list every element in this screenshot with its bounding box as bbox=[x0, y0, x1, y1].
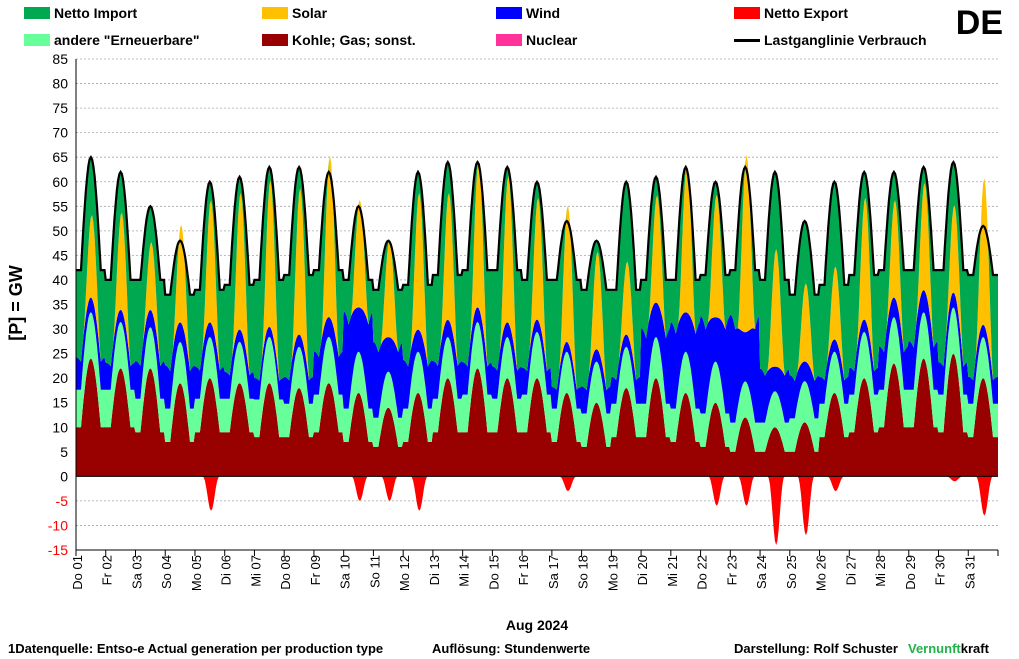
x-tick-label: Mo 12 bbox=[397, 555, 412, 591]
x-tick-label: Mi 21 bbox=[665, 555, 680, 587]
legend-solar: Solar bbox=[262, 4, 327, 22]
y-tick-label: 0 bbox=[60, 468, 68, 484]
x-tick-label: Fr 02 bbox=[100, 555, 115, 585]
y-tick-label: 20 bbox=[52, 370, 68, 386]
y-tick-label: 80 bbox=[52, 76, 68, 92]
legend-netto-import: Netto Import bbox=[24, 4, 137, 22]
legend-nuclear: Nuclear bbox=[496, 31, 577, 49]
x-tick-label: Fr 23 bbox=[724, 555, 739, 585]
y-tick-label: 40 bbox=[52, 272, 68, 288]
x-tick-label: So 04 bbox=[159, 555, 174, 589]
y-tick-label: 55 bbox=[52, 198, 68, 214]
x-tick-label: Sa 31 bbox=[962, 555, 977, 589]
legend-wind: Wind bbox=[496, 4, 560, 22]
x-tick-label: Fr 16 bbox=[516, 555, 531, 585]
x-tick-label: Do 08 bbox=[278, 555, 293, 590]
x-tick-label: Fr 09 bbox=[308, 555, 323, 585]
x-tick-label: Sa 03 bbox=[129, 555, 144, 589]
legend-swatch bbox=[24, 34, 50, 46]
y-tick-label: 15 bbox=[52, 395, 68, 411]
y-tick-label: 30 bbox=[52, 321, 68, 337]
x-tick-label: Di 27 bbox=[843, 555, 858, 585]
legend-swatch bbox=[262, 34, 288, 46]
x-tick-label: Do 15 bbox=[486, 555, 501, 590]
x-tick-label: Di 06 bbox=[219, 555, 234, 585]
country-code: DE bbox=[955, 4, 1003, 42]
area-andere-erneuerbare bbox=[76, 307, 998, 452]
area-netto-export bbox=[76, 476, 998, 546]
x-tick-label: Mi 14 bbox=[457, 555, 472, 587]
legend-label: Nuclear bbox=[526, 32, 578, 48]
brand-part-a: Vernunft bbox=[908, 641, 961, 656]
legend-label: Lastganglinie Verbrauch bbox=[764, 32, 927, 48]
y-tick-label: 75 bbox=[52, 100, 68, 116]
y-tick-label: -15 bbox=[48, 542, 68, 558]
area-wind bbox=[76, 290, 998, 423]
y-tick-label: 45 bbox=[52, 247, 68, 263]
legend-swatch bbox=[734, 38, 760, 42]
x-tick-label: Do 01 bbox=[70, 555, 85, 590]
x-tick-label: Di 13 bbox=[427, 555, 442, 585]
y-tick-label: 10 bbox=[52, 419, 68, 435]
line-lastganglinie bbox=[76, 154, 998, 296]
y-tick-label: -5 bbox=[56, 493, 69, 509]
area-netto-import bbox=[76, 155, 998, 391]
y-tick-label: 65 bbox=[52, 149, 68, 165]
x-tick-label: Mi 28 bbox=[873, 555, 888, 587]
y-tick-label: 25 bbox=[52, 346, 68, 362]
x-tick-label: Mo 26 bbox=[814, 555, 829, 591]
footer-resolution: Auflösung: Stundenwerte bbox=[432, 641, 591, 656]
legend-label: Netto Import bbox=[54, 5, 138, 21]
x-tick-label: Mo 19 bbox=[605, 555, 620, 591]
x-tick-label: Mo 05 bbox=[189, 555, 204, 591]
stacked-areas bbox=[76, 154, 998, 546]
legend-lastganglinie: Lastganglinie Verbrauch bbox=[734, 31, 927, 49]
footer-author: Darstellung: Rolf Schuster bbox=[734, 641, 898, 656]
y-tick-label: 5 bbox=[60, 444, 68, 460]
legend-kohle-gas: Kohle; Gas; sonst. bbox=[262, 31, 416, 49]
x-tick-label: Di 20 bbox=[635, 555, 650, 585]
y-tick-label: 85 bbox=[52, 51, 68, 67]
legend-netto-export: Netto Export bbox=[734, 4, 848, 22]
legend-label: Wind bbox=[526, 5, 561, 21]
legend-swatch bbox=[262, 7, 288, 19]
x-tick-label: Do 22 bbox=[695, 555, 710, 590]
area-solar bbox=[76, 155, 998, 391]
x-tick-label: Fr 30 bbox=[933, 555, 948, 585]
brand-part-b: kraft bbox=[960, 641, 989, 656]
footer-brand: Vernunftkraft bbox=[908, 641, 989, 656]
x-tick-label: Do 29 bbox=[903, 555, 918, 590]
x-tick-label: So 18 bbox=[576, 555, 591, 589]
x-tick-label: Sa 17 bbox=[546, 555, 561, 589]
y-axis-label: [P] = GW bbox=[6, 265, 26, 341]
legend-label: Solar bbox=[292, 5, 328, 21]
legend-label: Netto Export bbox=[764, 5, 848, 21]
x-tick-label: Sa 24 bbox=[754, 555, 769, 589]
legend-label: Kohle; Gas; sonst. bbox=[292, 32, 416, 48]
x-tick-label: Mi 07 bbox=[248, 555, 263, 587]
legend-swatch bbox=[24, 7, 50, 19]
legend-label: andere "Erneuerbare" bbox=[54, 32, 200, 48]
area-kohle-gas bbox=[76, 353, 998, 477]
y-tick-label: -10 bbox=[48, 517, 68, 533]
legend-andere-erneuerbare: andere "Erneuerbare" bbox=[24, 31, 200, 49]
y-tick-label: 60 bbox=[52, 174, 68, 190]
legend-swatch bbox=[496, 34, 522, 46]
y-tick-label: 35 bbox=[52, 297, 68, 313]
x-tick-label: Sa 10 bbox=[338, 555, 353, 589]
x-tick-label: So 11 bbox=[367, 555, 382, 588]
y-tick-label: 70 bbox=[52, 125, 68, 141]
legend-swatch bbox=[734, 7, 760, 19]
footer-source: 1Datenquelle: Entso-e Actual generation … bbox=[8, 641, 384, 656]
axes: -15 -10 -5 0 5 10 15 20 25 30 35 40 45 50 55 60 65 70 75 80… bbox=[48, 51, 999, 591]
y-tick-label: 50 bbox=[52, 223, 68, 239]
x-axis-label: Aug 2024 bbox=[506, 617, 568, 633]
legend-swatch bbox=[496, 7, 522, 19]
x-tick-label: So 25 bbox=[784, 555, 799, 589]
